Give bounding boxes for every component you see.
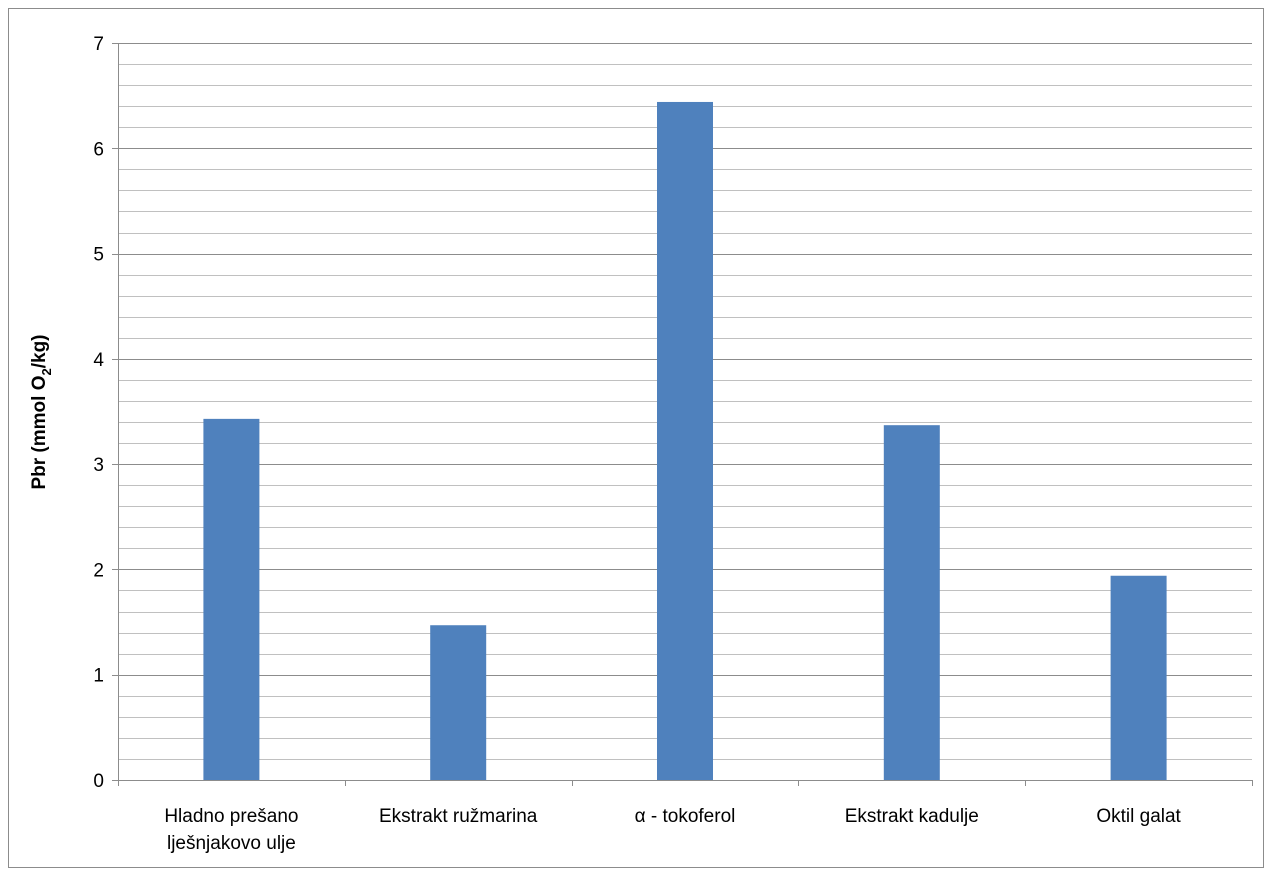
y-axis-title-tail: /kg) [29,334,50,368]
bar [203,418,260,780]
axes [112,43,1253,786]
x-category-label: Ekstrakt ružmarina [379,806,538,827]
y-tick-labels: 0 1 2 3 4 5 6 7 [93,34,104,792]
y-tick-label: 0 [93,771,104,792]
bar [883,425,940,780]
x-category-label: Hladno prešano lješnjakovo ulje [164,806,298,854]
y-axis-title-subscript: 2 [39,368,54,375]
x-category-label-line: Ekstrakt ružmarina [379,806,538,827]
x-category-label-line: lješnjakovo ulje [167,833,296,854]
y-axis-title-main: Pbr (mmol O [29,376,50,490]
bar [430,625,487,780]
x-category-label-line: α - tokoferol [635,806,736,827]
y-tick-label: 4 [93,350,104,371]
y-tick-label: 2 [93,560,104,581]
bar [1110,575,1167,780]
bars [203,101,1167,780]
x-category-label-line: Oktil galat [1096,806,1181,827]
bar [657,101,713,780]
x-category-label: Ekstrakt kadulje [845,806,979,827]
x-category-label: Oktil galat [1096,806,1181,827]
x-category-label-line: Hladno prešano [164,806,298,827]
y-tick-label: 6 [93,139,104,160]
x-category-label-line: Ekstrakt kadulje [845,806,979,827]
y-tick-label: 1 [93,666,104,687]
y-tick-label: 5 [93,245,104,266]
x-category-labels: Hladno prešano lješnjakovo ulje Ekstrakt r… [164,806,1181,854]
y-axis-title: Pbr (mmol O2/kg) [29,334,54,489]
x-category-label: α - tokoferol [635,806,736,827]
y-tick-label: 7 [93,34,104,55]
y-tick-label: 3 [93,455,104,476]
